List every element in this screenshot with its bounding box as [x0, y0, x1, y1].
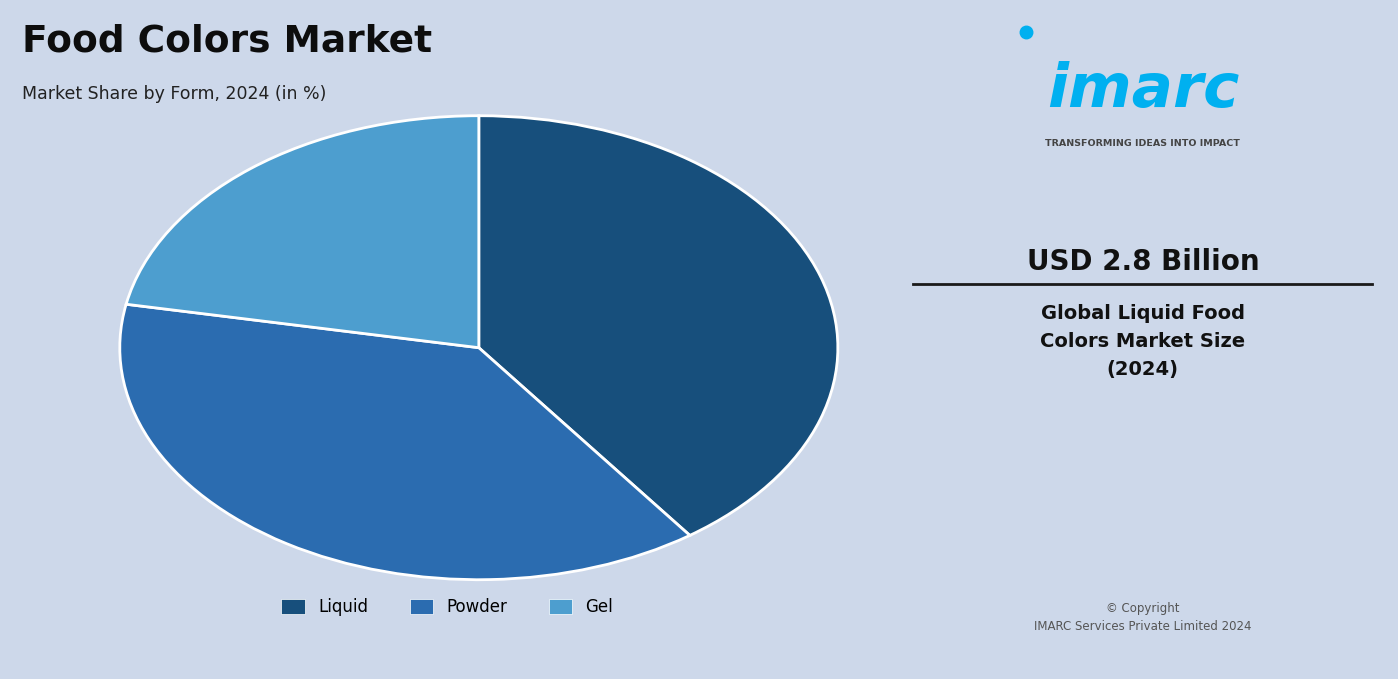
Text: imarc: imarc [1047, 61, 1239, 120]
Wedge shape [126, 115, 480, 348]
Text: USD 2.8 Billion: USD 2.8 Billion [1026, 248, 1260, 276]
Text: © Copyright
IMARC Services Private Limited 2024: © Copyright IMARC Services Private Limit… [1035, 602, 1251, 633]
Text: Food Colors Market: Food Colors Market [22, 24, 432, 60]
Wedge shape [120, 304, 689, 580]
Text: Global Liquid Food
Colors Market Size
(2024): Global Liquid Food Colors Market Size (2… [1040, 304, 1246, 379]
Text: Market Share by Form, 2024 (in %): Market Share by Form, 2024 (in %) [22, 85, 327, 103]
Wedge shape [478, 115, 837, 535]
Legend: Liquid, Powder, Gel: Liquid, Powder, Gel [274, 591, 619, 623]
Text: TRANSFORMING IDEAS INTO IMPACT: TRANSFORMING IDEAS INTO IMPACT [1046, 139, 1240, 148]
